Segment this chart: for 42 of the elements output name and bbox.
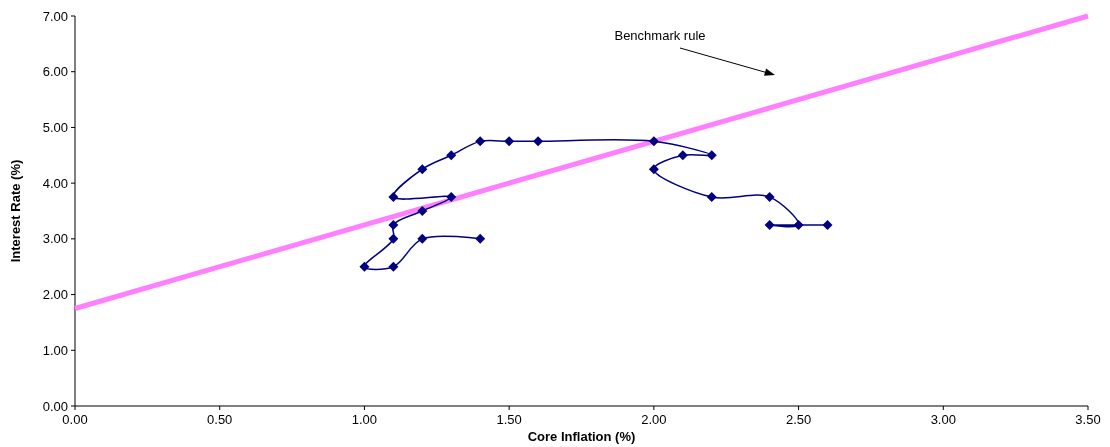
annotation: Benchmark rule: [614, 28, 706, 43]
point: [475, 233, 486, 244]
point: [475, 136, 486, 147]
point: [417, 233, 428, 244]
point: [359, 261, 370, 272]
point: [822, 219, 833, 230]
x-tick-label: 0.00: [62, 412, 88, 427]
point: [648, 136, 659, 147]
point: [388, 233, 399, 244]
y-tick-label: 7.00: [42, 8, 68, 24]
point: [388, 261, 399, 272]
point: [504, 136, 515, 147]
point: [388, 192, 399, 203]
x-tick-label: 1.50: [496, 412, 522, 427]
point: [533, 136, 544, 147]
point: [764, 219, 775, 230]
point: [764, 192, 775, 203]
x-tick-label: 0.50: [207, 412, 233, 427]
y-tick-label: 4.00: [42, 175, 68, 191]
x-tick-label: 1.00: [351, 412, 378, 427]
x-tick-label: 3.50: [1075, 412, 1101, 427]
x-axis-title: Core Inflation (%): [527, 429, 636, 444]
point: [446, 150, 457, 161]
x-tick-label: 2.00: [641, 412, 667, 427]
point: [677, 150, 688, 161]
point: [648, 164, 659, 175]
point: [417, 164, 428, 175]
y-tick-label: 2.00: [42, 287, 68, 303]
point: [706, 150, 717, 161]
point: [417, 206, 428, 216]
point: [388, 219, 399, 230]
y-tick-label: 6.00: [42, 64, 68, 80]
y-tick-label: 0.00: [42, 398, 68, 414]
y-tick-label: 1.00: [42, 342, 68, 358]
point: [706, 192, 717, 203]
y-tick-label: 5.00: [42, 119, 68, 135]
x-tick-label: 3.00: [930, 412, 956, 427]
x-tick-label: 2.50: [785, 412, 812, 427]
y-axis-title: Interest Rate (%): [8, 159, 23, 263]
point: [793, 219, 804, 230]
point: [446, 192, 457, 203]
y-tick-label: 3.00: [42, 231, 68, 247]
